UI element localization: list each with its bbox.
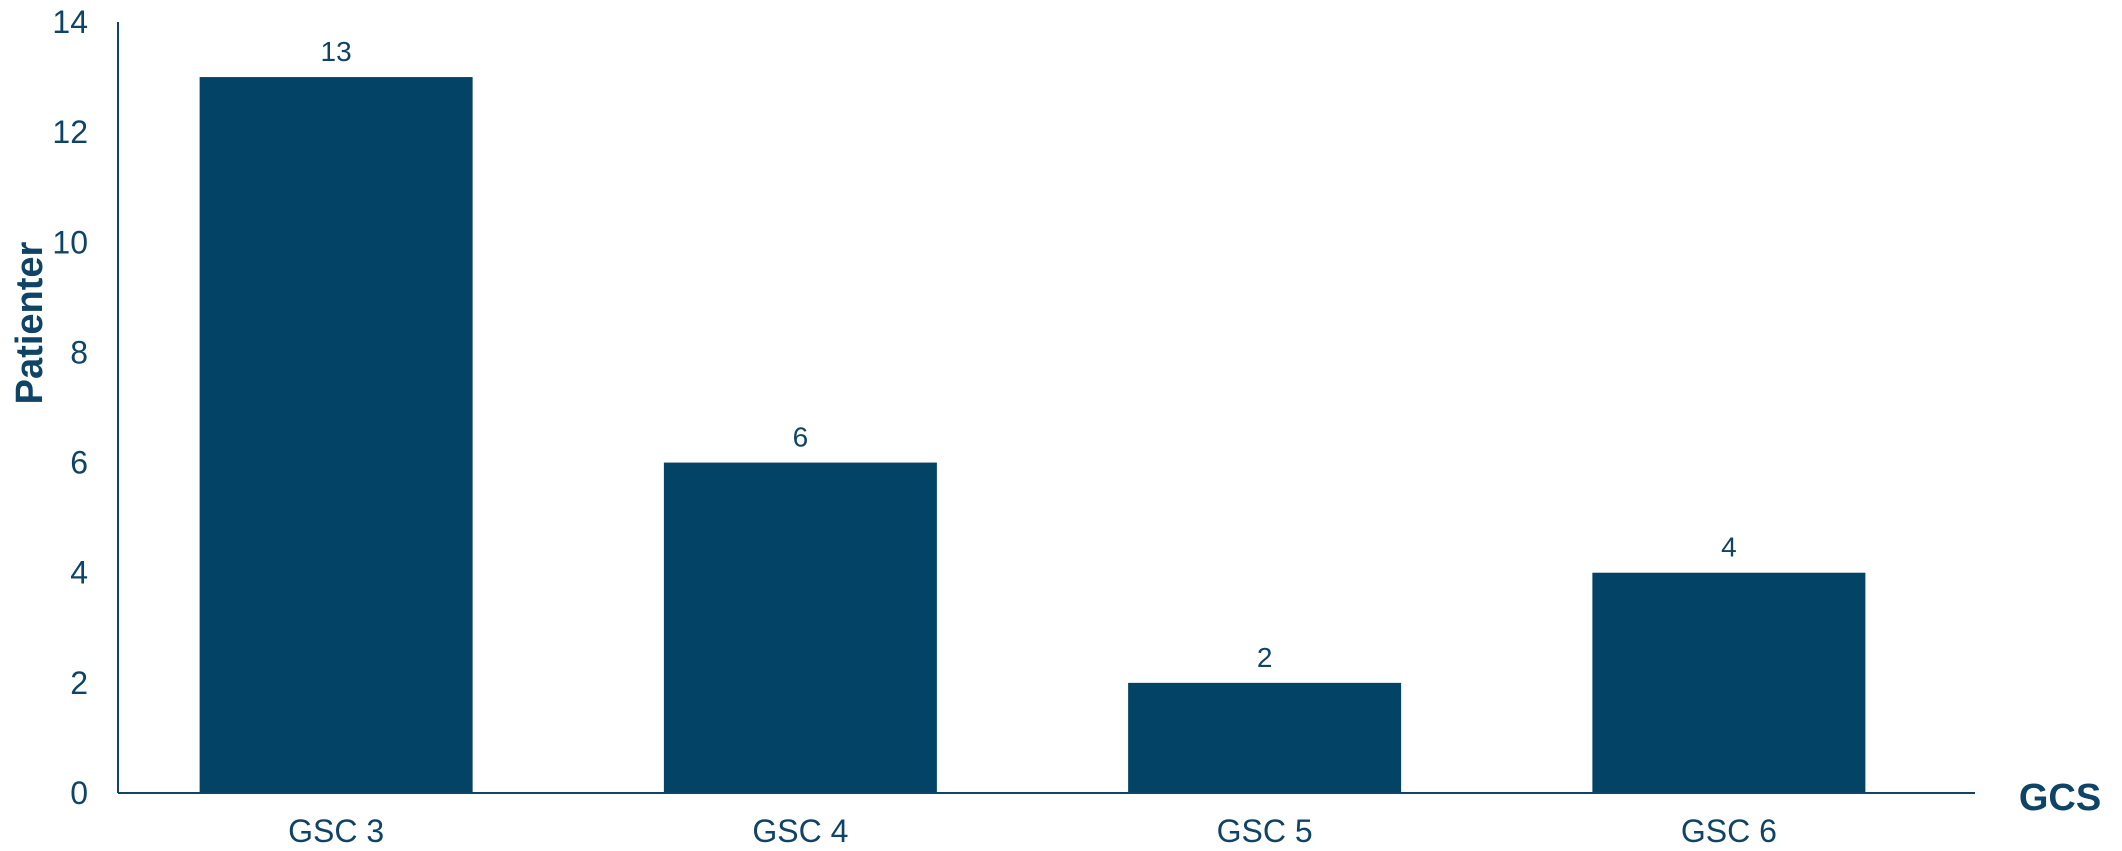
x-axis-categories: GSC 3 GSC 4 GSC 5 GSC 6 — [288, 813, 1777, 849]
y-axis-title: Patienter — [9, 241, 51, 404]
y-tick-label: 14 — [52, 4, 88, 40]
bar — [199, 77, 473, 794]
y-tick-label: 2 — [70, 665, 88, 701]
x-category-label: GSC 6 — [1681, 813, 1777, 849]
y-tick-label: 8 — [70, 334, 88, 370]
x-axis-title: GCS — [2019, 777, 2101, 819]
y-tick-label: 0 — [70, 775, 88, 811]
bar-value-label: 13 — [321, 36, 352, 67]
bar — [1592, 572, 1866, 793]
bar-value-label: 2 — [1257, 642, 1273, 673]
y-tick-label: 4 — [70, 555, 88, 591]
y-axis-ticks: 0 2 4 6 8 10 12 14 — [52, 4, 88, 811]
bar — [663, 462, 937, 793]
bar-value-label: 4 — [1721, 532, 1737, 563]
x-category-label: GSC 5 — [1217, 813, 1313, 849]
x-category-label: GSC 4 — [752, 813, 848, 849]
bars — [199, 77, 1866, 794]
bar-value-label: 6 — [793, 422, 809, 453]
y-tick-label: 6 — [70, 445, 88, 481]
y-tick-label: 12 — [52, 114, 88, 150]
data-labels: 13 6 2 4 — [321, 36, 1737, 673]
y-tick-label: 10 — [52, 224, 88, 260]
x-category-label: GSC 3 — [288, 813, 384, 849]
bar — [1128, 682, 1402, 793]
